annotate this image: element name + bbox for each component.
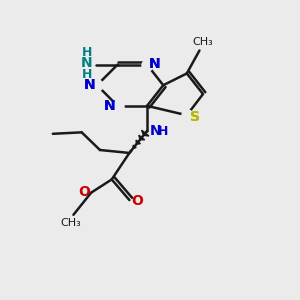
Text: H: H bbox=[82, 68, 92, 81]
Text: N: N bbox=[81, 56, 93, 70]
Text: CH₃: CH₃ bbox=[60, 218, 81, 228]
Text: N: N bbox=[148, 57, 160, 71]
Polygon shape bbox=[133, 145, 136, 148]
Text: S: S bbox=[190, 110, 200, 124]
Text: N: N bbox=[103, 99, 115, 113]
Text: O: O bbox=[78, 185, 90, 199]
Text: N: N bbox=[84, 78, 95, 92]
Text: N: N bbox=[148, 57, 160, 71]
Polygon shape bbox=[129, 150, 132, 153]
Text: H: H bbox=[158, 125, 168, 138]
Text: CH₃: CH₃ bbox=[192, 37, 213, 47]
Text: H: H bbox=[82, 46, 92, 59]
Polygon shape bbox=[136, 140, 140, 144]
Text: N: N bbox=[84, 78, 95, 92]
Polygon shape bbox=[139, 135, 145, 140]
Text: N: N bbox=[103, 99, 115, 113]
Text: O: O bbox=[131, 194, 143, 208]
Polygon shape bbox=[142, 130, 149, 136]
Text: S: S bbox=[190, 110, 200, 124]
Text: N: N bbox=[149, 124, 161, 138]
